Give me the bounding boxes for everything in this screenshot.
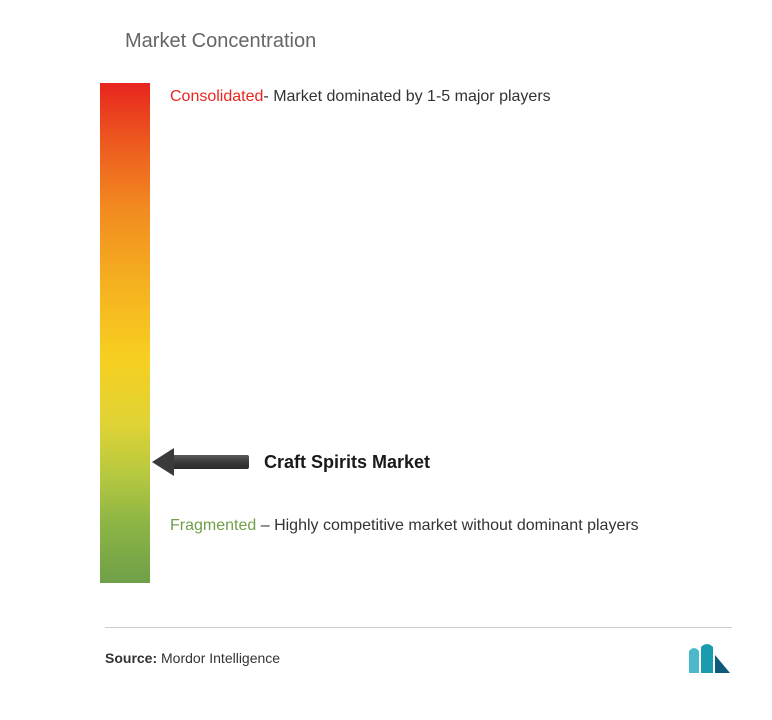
source-text: Source: Mordor Intelligence bbox=[105, 650, 280, 666]
fragmented-separator: – bbox=[256, 517, 274, 534]
company-logo-icon bbox=[687, 643, 732, 675]
fragmented-annotation: Fragmented – Highly competitive market w… bbox=[170, 513, 712, 539]
source-attribution: Source: Mordor Intelligence bbox=[105, 650, 280, 668]
source-name: Mordor Intelligence bbox=[161, 650, 280, 666]
arrow-icon bbox=[152, 448, 249, 476]
arrow-body bbox=[174, 455, 249, 469]
fragmented-label: Fragmented bbox=[170, 517, 256, 534]
market-marker: Craft Spirits Market bbox=[152, 448, 430, 476]
logo-svg bbox=[687, 643, 732, 675]
fragmented-text: Fragmented – Highly competitive market w… bbox=[170, 517, 639, 534]
consolidated-separator: - bbox=[263, 88, 273, 105]
source-label: Source: bbox=[105, 650, 157, 666]
consolidated-annotation: Consolidated- Market dominated by 1-5 ma… bbox=[170, 88, 732, 106]
footer: Source: Mordor Intelligence bbox=[105, 627, 732, 675]
gradient-scale-bar bbox=[100, 83, 150, 583]
chart-container: Consolidated- Market dominated by 1-5 ma… bbox=[100, 83, 732, 583]
arrow-head bbox=[152, 448, 174, 476]
page-title: Market Concentration bbox=[125, 30, 732, 53]
consolidated-text: Consolidated- Market dominated by 1-5 ma… bbox=[170, 88, 551, 105]
consolidated-description: Market dominated by 1-5 major players bbox=[273, 88, 550, 105]
fragmented-description: Highly competitive market without domina… bbox=[274, 517, 639, 534]
labels-area: Consolidated- Market dominated by 1-5 ma… bbox=[170, 83, 732, 583]
market-label: Craft Spirits Market bbox=[264, 452, 430, 473]
consolidated-label: Consolidated bbox=[170, 88, 263, 105]
